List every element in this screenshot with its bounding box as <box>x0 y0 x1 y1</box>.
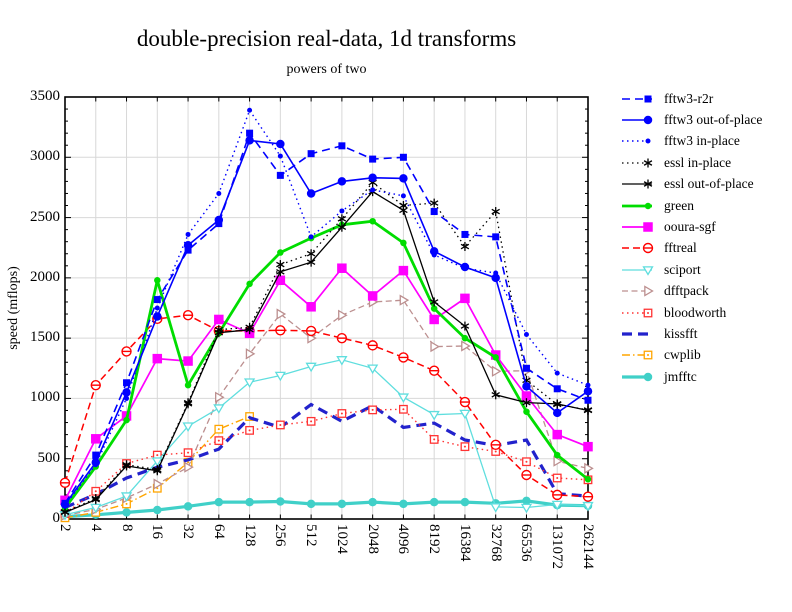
x-tick-label: 8192 <box>426 524 443 554</box>
legend-item-fftw3-out-of-place: fftw3 out-of-place <box>621 109 762 130</box>
legend-item-dfftpack: dfftpack <box>621 281 762 302</box>
legend-label: fftw3-r2r <box>664 90 714 106</box>
ooura-sgf-marker-icon <box>622 222 653 232</box>
series-fftw3-out-of-place <box>60 136 593 509</box>
legend-item-sciport: sciport <box>621 259 762 280</box>
legend-item-fftw3-in-place: fftw3 in-place <box>621 131 762 152</box>
y-tick-label: 0 <box>52 510 61 526</box>
kissfft-marker-icon <box>622 332 652 336</box>
legend-item-bloodworth: bloodworth <box>621 302 762 323</box>
sciport-marker-icon <box>622 266 654 276</box>
chart-subtitle: powers of two <box>286 62 367 77</box>
x-tick-label: 512 <box>303 524 320 547</box>
x-tick-label: 8 <box>118 524 135 532</box>
x-tick-label: 65536 <box>518 524 535 562</box>
legend-label: kissfft <box>664 325 698 341</box>
legend-label: sciport <box>664 261 701 277</box>
legend-item-ooura-sgf: ooura-sgf <box>621 216 762 237</box>
legend-label: jmfftc <box>664 368 697 384</box>
series-fftw3-r2r <box>61 129 592 507</box>
x-tick-label: 32768 <box>487 524 504 562</box>
legend-label: ooura-sgf <box>664 219 716 235</box>
legend-label: essl out-of-place <box>664 176 754 192</box>
y-tick-label: 2000 <box>30 268 60 285</box>
legend-item-essl-out-of-place: essl out-of-place <box>621 174 762 195</box>
x-tick-label: 16384 <box>456 524 473 562</box>
x-tick-label: 4096 <box>395 524 412 554</box>
x-tick-label: 32 <box>180 524 197 539</box>
legend-label: fftw3 in-place <box>664 133 740 149</box>
x-tick-label: 256 <box>272 524 289 547</box>
legend-label: essl in-place <box>664 154 732 170</box>
legend-label: cwplib <box>664 347 701 363</box>
jmfftc-marker-icon <box>622 372 653 382</box>
series-jmfftc <box>60 496 593 521</box>
series-green <box>61 217 592 512</box>
legend-item-jmfftc: jmfftc <box>621 366 762 387</box>
fftw3-out-of-place-marker-icon <box>622 115 653 125</box>
series-kissfft <box>64 402 589 509</box>
legend-item-green: green <box>621 195 762 216</box>
chart-title: double-precision real-data, 1d transform… <box>136 26 517 51</box>
legend-item-fftw3-r2r: fftw3-r2r <box>621 88 762 109</box>
x-tick-label: 262144 <box>580 524 596 569</box>
series-sciport <box>59 356 594 521</box>
legend-item-cwplib: cwplib <box>621 345 762 366</box>
gridlines <box>65 97 588 519</box>
legend-label: green <box>664 197 694 213</box>
legend-item-kissfft: kissfft <box>621 323 762 344</box>
y-tick-label: 2500 <box>30 208 60 225</box>
cwplib-marker-icon <box>622 350 653 360</box>
legend-label: fftreal <box>664 240 697 256</box>
x-tick-label: 64 <box>210 524 227 539</box>
series-ooura-sgf <box>60 263 593 506</box>
series-dfftpack <box>61 294 594 522</box>
series-fftw3-in-place <box>62 107 591 509</box>
dfftpack-marker-icon <box>622 285 654 297</box>
fftw3-in-place-marker-icon <box>622 138 652 144</box>
y-tick-label: 500 <box>37 449 61 466</box>
essl-out-of-place-marker-icon <box>622 179 653 189</box>
x-tick-label: 16 <box>149 524 166 539</box>
fftreal-marker-icon <box>622 243 654 254</box>
axes-frame <box>64 96 589 520</box>
series-fftreal <box>59 310 594 502</box>
legend-item-fftreal: fftreal <box>621 238 762 259</box>
y-tick-label: 1000 <box>30 389 60 406</box>
green-marker-icon <box>622 202 652 209</box>
legend-label: bloodworth <box>664 304 727 320</box>
x-tick-label: 128 <box>241 524 258 547</box>
series-essl-in-place <box>60 178 593 517</box>
legend-label: fftw3 out-of-place <box>664 112 763 128</box>
legend-label: dfftpack <box>664 283 709 299</box>
bloodworth-marker-icon <box>622 308 653 317</box>
x-tick-label: 4 <box>87 524 104 532</box>
essl-in-place-marker-icon <box>622 158 653 168</box>
y-tick-label: 3000 <box>30 148 60 165</box>
x-tick-label: 2048 <box>364 524 381 554</box>
x-tick-label: 131072 <box>549 524 566 569</box>
legend: fftw3-r2r fftw3 out-of-place fftw3 in-plac… <box>621 88 762 387</box>
fftw3-r2r-marker-icon <box>622 95 652 103</box>
x-tick-label: 1024 <box>333 524 350 554</box>
legend-item-essl-in-place: essl in-place <box>621 152 762 173</box>
y-tick-label: 3500 <box>30 88 60 104</box>
y-tick-label: 1500 <box>30 329 60 346</box>
